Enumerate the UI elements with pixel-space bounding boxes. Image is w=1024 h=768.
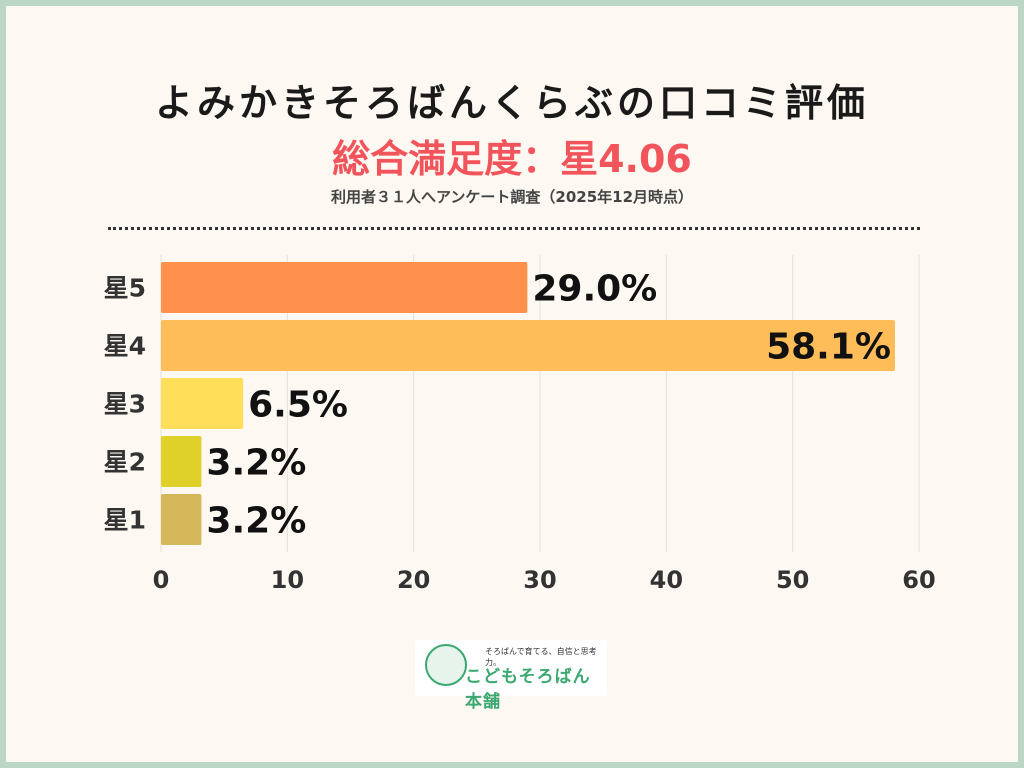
bar xyxy=(161,494,202,545)
category-label: 星4 xyxy=(104,332,146,361)
x-tick-label: 0 xyxy=(153,566,170,594)
chart-title: よみかきそろばんくらぶの口コミ評価 xyxy=(154,81,869,125)
logo: そろばんで育てる、自信と思考力。 こどもそろばん本舗 xyxy=(415,640,607,712)
data-label: 58.1% xyxy=(766,327,891,368)
x-tick-label: 10 xyxy=(271,566,304,594)
x-tick-label: 30 xyxy=(523,566,556,594)
bar xyxy=(161,436,202,487)
data-label: 29.0% xyxy=(532,269,657,310)
logo-name: こどもそろばん本舗 xyxy=(465,667,591,712)
data-label: 3.2% xyxy=(206,501,306,542)
data-label: 3.2% xyxy=(206,443,306,484)
logo-face-icon xyxy=(425,644,467,686)
overall-rating: 総合満足度：星4.06 xyxy=(332,137,692,181)
data-label: 6.5% xyxy=(248,385,348,426)
bar xyxy=(161,320,895,371)
survey-note: 利用者３１人へアンケート調査（2025年12月時点） xyxy=(330,188,694,206)
x-tick-label: 60 xyxy=(902,566,935,594)
x-tick-label: 20 xyxy=(397,566,430,594)
bar xyxy=(161,378,244,429)
category-label: 星3 xyxy=(104,390,146,419)
category-label: 星5 xyxy=(104,274,146,303)
x-tick-label: 50 xyxy=(776,566,809,594)
logo-tagline: そろばんで育てる、自信と思考力。 xyxy=(485,647,597,667)
category-label: 星1 xyxy=(104,506,146,535)
bar xyxy=(161,262,528,313)
x-tick-label: 40 xyxy=(650,566,683,594)
divider xyxy=(108,227,920,230)
category-label: 星2 xyxy=(104,448,146,477)
